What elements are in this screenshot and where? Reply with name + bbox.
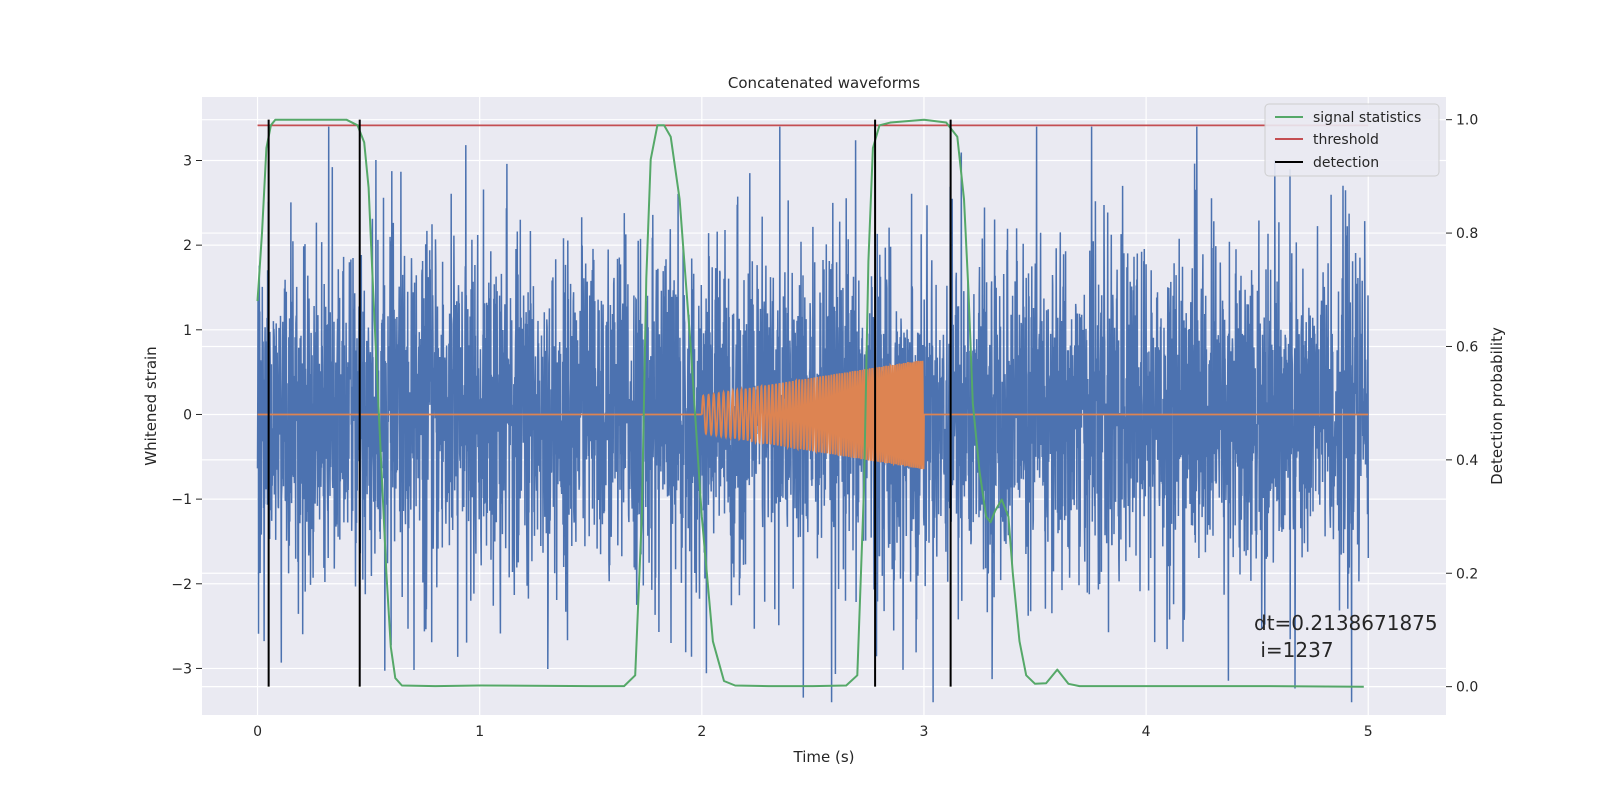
series-layer: [256, 118, 1370, 703]
legend-label-threshold: threshold: [1313, 132, 1379, 148]
chart-title: Concatenated waveforms: [728, 74, 920, 92]
annotation-index: i=1237: [1254, 638, 1334, 662]
x-tick-label: 3: [920, 724, 929, 740]
legend: signal statistics threshold detection: [1264, 103, 1440, 177]
annotation-dt: dt=0.2138671875: [1254, 611, 1438, 635]
y-tick-label: −2: [171, 577, 192, 593]
x-tick-label: 1: [475, 724, 484, 740]
y-tick-label: 3: [183, 153, 192, 169]
y2-tick-label: 1.0: [1456, 113, 1478, 129]
y2-tick-label: 0.6: [1456, 339, 1478, 355]
x-tick-label: 4: [1142, 724, 1151, 740]
legend-label-detection: detection: [1313, 155, 1379, 171]
x-tick-label: 2: [697, 724, 706, 740]
x-tick-label: 0: [253, 724, 262, 740]
y-tick-label: 1: [183, 323, 192, 339]
strain-series: [256, 126, 1370, 703]
y-tick-label: 2: [183, 238, 192, 254]
injected-waveform-series: [257, 360, 1369, 470]
y2-tick-label: 0.2: [1456, 566, 1478, 582]
y-tick-label: −1: [171, 492, 192, 508]
legend-label-signal-statistics: signal statistics: [1313, 110, 1421, 126]
y2-tick-label: 0.4: [1456, 453, 1478, 469]
y2-tick-label: 0.0: [1456, 680, 1478, 696]
y-axis-label: Whitened strain: [142, 346, 160, 465]
y-tick-label: 0: [183, 407, 192, 423]
signal-statistics-series: [256, 118, 1364, 688]
x-axis-label: Time (s): [793, 748, 855, 766]
legend-box: [1264, 103, 1440, 177]
y-tick-label: −3: [171, 661, 192, 677]
y2-tick-label: 0.8: [1456, 226, 1478, 242]
axes-layer: 0 1 2 3 4 5 −3 −2 −1 0 1 2 3 0.0 0.2 0.4 0.6 0.8 1.0: [171, 113, 1478, 740]
y2-axis-label: Detection probability: [1488, 327, 1506, 485]
x-tick-label: 5: [1364, 724, 1373, 740]
